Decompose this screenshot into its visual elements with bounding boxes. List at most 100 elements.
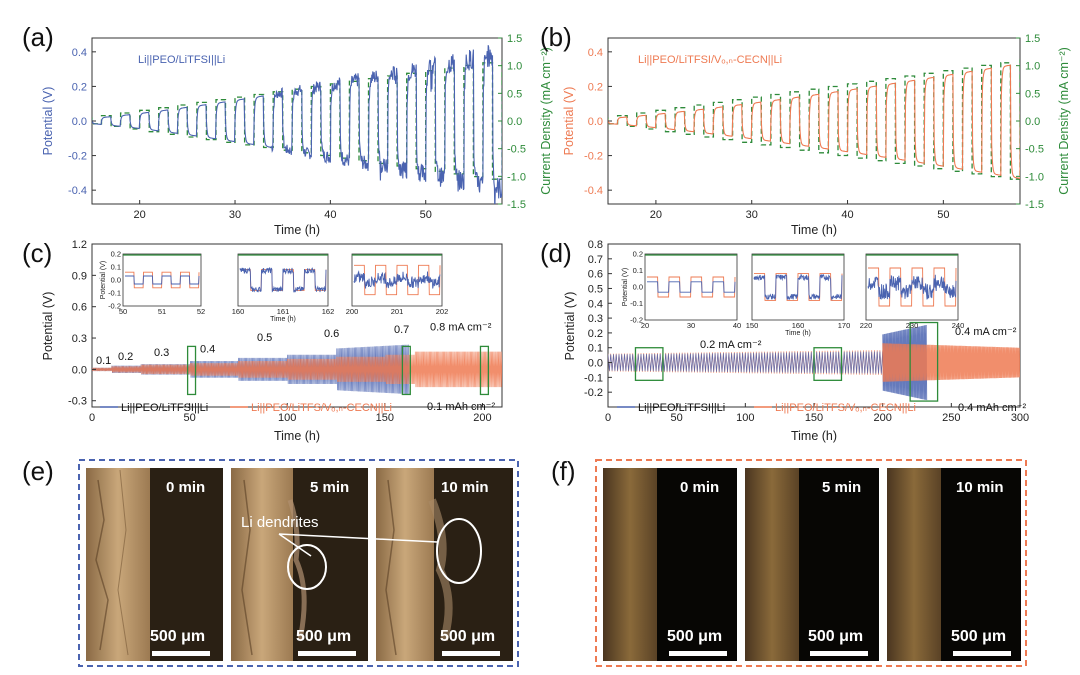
inset-y-tick: 0.2: [111, 250, 121, 259]
micrograph-f-10min: 10 min 500 μm: [887, 468, 1021, 661]
inset-series-blue: [647, 281, 736, 293]
micrograph-f-time-1: 5 min: [822, 479, 861, 496]
inset-ylabel: Potential (V): [622, 268, 629, 307]
potential-series-blue: [608, 351, 885, 374]
inset-x-tick: 160: [232, 307, 245, 316]
panel-e-frame: [78, 459, 519, 667]
highlight-window: [479, 345, 490, 396]
y2-tick-label: -0.5: [507, 144, 526, 156]
inset-x-tick: 50: [119, 307, 127, 316]
inset-series-orange: [868, 267, 957, 307]
y-tick-label: -0.4: [584, 185, 603, 197]
inset-x-tick: 161: [277, 307, 290, 316]
y-tick-label: -0.2: [584, 151, 603, 163]
highlight-window: [634, 347, 664, 381]
step-label: 0.1: [96, 355, 111, 367]
inset-1: 20 30 40 -0.2 -0.1 0.0 0.1 0.2 Potential (V): [622, 250, 741, 331]
potential-series-orange-high: [882, 343, 1020, 382]
inset-y-tick: 0.0: [633, 283, 643, 292]
x-tick-label: 40: [841, 209, 853, 221]
panel-a-plot: [92, 45, 502, 204]
panel-b-y2label: Current Density (mA cm⁻²): [1057, 47, 1071, 195]
micrograph-f-scale-2: 500 μm: [951, 628, 1006, 645]
panel-c-axes: 0 50 100 150 200 -0.3 0.0 0.3 0.6 0.9 1.2: [68, 239, 492, 424]
micrograph-f-scalebar-1: [810, 651, 868, 656]
panel-b-axes: 20 30 40 50 -0.4 -0.2 0.0 0.2 0.4 -1.5 -1.0 -0.5 0.0…: [584, 33, 1044, 221]
y-tick-label: 0.4: [72, 47, 87, 59]
micrograph-f-time-2: 10 min: [956, 479, 1004, 496]
inset-series-orange: [354, 264, 441, 296]
inset-series-blue: [125, 275, 200, 285]
inset-series-orange: [125, 271, 200, 289]
y-tick-label: 0.0: [72, 116, 87, 128]
micrograph-f-0min: 0 min 500 μm: [603, 468, 737, 661]
panel-d-plot: [608, 321, 1020, 402]
y2-tick-label: 0.5: [1025, 88, 1040, 100]
inset-y-tick: 0.0: [111, 276, 121, 285]
x-tick-label: 40: [324, 209, 336, 221]
micrograph-f-time-0: 0 min: [680, 479, 719, 496]
potential-series: [92, 45, 502, 204]
x-tick-label: 100: [736, 412, 754, 424]
inset-x-tick: 200: [346, 307, 359, 316]
micrograph-e-scalebar-2: [442, 651, 500, 656]
y-tick-label: -0.1: [584, 372, 603, 384]
panel-e-label: (e): [22, 456, 54, 486]
panel-c-legend-orange: Li||PEO/LiTFS/Vₒ,ₙ-CECN||Li: [251, 402, 392, 414]
x-tick-label: 30: [746, 209, 758, 221]
dendrite-circle-10min: [436, 518, 482, 584]
potential-series: [608, 64, 1020, 179]
panel-d-legend-orange: Li||PEO/LiTFS/Vₒ,ₙ-CECN||Li: [775, 402, 916, 414]
step-label: 0.8 mA cm⁻²: [430, 322, 492, 334]
inset-x-tick: 201: [391, 307, 404, 316]
inset-x-tick: 150: [746, 321, 759, 330]
highlight-window: [401, 345, 411, 396]
x-tick-label: 0: [605, 412, 611, 424]
micrograph-e-time-2: 10 min: [441, 479, 489, 496]
step-label: 0.5: [257, 332, 272, 344]
y-tick-label: 0.1: [588, 343, 603, 355]
inset-x-tick: 20: [641, 321, 649, 330]
panel-b-xlabel: Time (h): [791, 223, 837, 237]
highlight-window: [813, 347, 843, 381]
panel-a-series-label: Li||PEO/LiTFSI||Li: [138, 54, 225, 66]
micrograph-f-scale-0: 500 μm: [667, 628, 722, 645]
y-tick-label: -0.3: [68, 396, 87, 408]
highlight-window: [909, 321, 939, 402]
y-tick-label: -0.2: [584, 387, 603, 399]
y2-tick-label: 1.5: [1025, 33, 1040, 45]
y-tick-label: 0.2: [588, 328, 603, 340]
panel-f: (f) 0 min 500 μm 5 min 500 μm 10 min 500…: [551, 456, 1027, 667]
micrograph-e-time-0: 0 min: [166, 479, 205, 496]
panel-f-frame: [595, 459, 1027, 667]
y-tick-label: 0.3: [72, 333, 87, 345]
inset-x-tick: 162: [322, 307, 335, 316]
x-tick-label: 300: [1011, 412, 1029, 424]
x-tick-label: 30: [229, 209, 241, 221]
micrograph-e-5min: 5 min 500 μm: [231, 468, 368, 661]
micrograph-f-scalebar-0: [669, 651, 727, 656]
inset-2: 160 161 162 Time (h): [232, 253, 335, 323]
inset-ylabel: Potential (V): [100, 261, 107, 300]
inset-y-tick: 0.2: [633, 250, 643, 259]
inset-y-tick: 0.1: [633, 266, 643, 275]
inset-x-tick: 52: [197, 307, 205, 316]
micrograph-e-scale-1: 500 μm: [296, 628, 351, 645]
x-tick-label: 100: [278, 412, 296, 424]
inset-series-orange: [754, 273, 843, 301]
inset-x-tick: 240: [952, 321, 965, 330]
y2-tick-label: 0.0: [1025, 116, 1040, 128]
micrograph-f-scalebar-2: [953, 651, 1011, 656]
panel-a-xlabel: Time (h): [274, 223, 320, 237]
panel-c: (c) 0 50 100 150 200 -0.3 0.0 0.3 0.6 0.9 1.2 50 51…: [22, 238, 503, 443]
y-tick-label: 0.4: [588, 298, 603, 310]
inset-frame: [644, 253, 738, 321]
panel-d-label: (d): [540, 238, 572, 268]
inset-x-tick: 202: [436, 307, 449, 316]
x-tick-label: 150: [376, 412, 394, 424]
inset-x-tick: 170: [838, 321, 851, 330]
panel-a-label: (a): [22, 22, 54, 52]
y2-tick-label: -1.0: [507, 171, 526, 183]
y-tick-label: 0.0: [588, 116, 603, 128]
